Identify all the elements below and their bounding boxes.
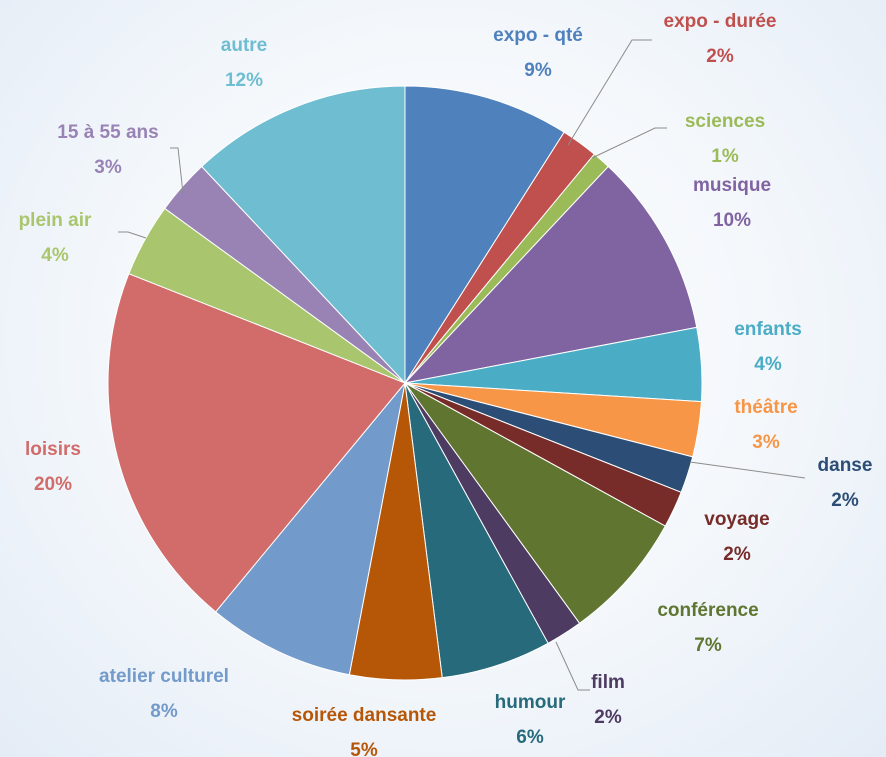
slice-value-label: 12% <box>225 70 263 91</box>
slice-value-label: 4% <box>754 354 782 375</box>
pie-slice <box>404 382 666 624</box>
leader-line <box>555 641 590 691</box>
slice-label: danse <box>818 455 873 476</box>
slice-value-label: 2% <box>706 46 734 67</box>
slice-label: film <box>591 672 625 693</box>
leader-line <box>118 231 147 239</box>
slice-value-label: 10% <box>713 210 751 231</box>
slice-label: voyage <box>704 509 769 530</box>
pie-slice <box>107 273 406 613</box>
slice-value-label: 2% <box>831 490 859 511</box>
slice-label: enfants <box>734 319 802 340</box>
slice-value-label: 4% <box>41 245 69 266</box>
slice-label: soirée dansante <box>292 705 437 726</box>
slice-value-label: 1% <box>711 146 739 167</box>
slice-value-label: 9% <box>524 60 552 81</box>
slice-label: humour <box>495 692 566 713</box>
slice-label: atelier culturel <box>99 666 229 687</box>
slice-label: expo - durée <box>664 11 777 32</box>
slice-label: sciences <box>685 111 765 132</box>
slice-label: 15 à 55 ans <box>57 122 158 143</box>
slice-value-label: 7% <box>694 635 722 656</box>
leader-line <box>591 127 667 159</box>
leader-line <box>170 147 184 194</box>
pie-slice <box>214 382 406 676</box>
slice-value-label: 6% <box>516 727 544 748</box>
slice-value-label: 3% <box>94 157 122 178</box>
pie-slice <box>404 85 565 385</box>
slice-label: loisirs <box>25 439 81 460</box>
slice-label: théâtre <box>734 397 797 418</box>
leader-line <box>567 39 652 146</box>
slice-value-label: 8% <box>150 701 178 722</box>
slice-label: plein air <box>19 210 92 231</box>
slice-value-label: 3% <box>752 432 780 453</box>
slice-value-label: 20% <box>34 474 72 495</box>
pie-slice <box>200 85 406 385</box>
slice-label: autre <box>221 35 267 56</box>
pie-slice <box>403 165 698 384</box>
slice-value-label: 2% <box>723 544 751 565</box>
slice-label: musique <box>693 175 771 196</box>
leader-line <box>689 461 806 479</box>
slice-value-label: 2% <box>594 707 622 728</box>
slice-value-label: 5% <box>350 740 378 757</box>
slice-label: conférence <box>657 600 758 621</box>
slice-label: expo - qté <box>493 25 583 46</box>
